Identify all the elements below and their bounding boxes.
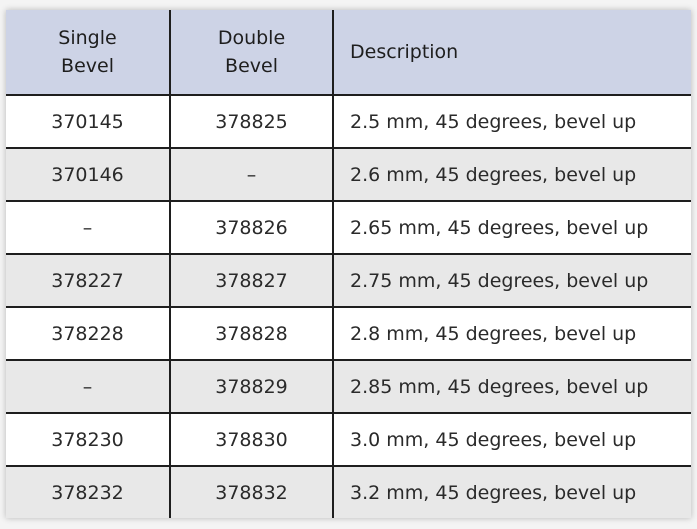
double-bevel-cell: 378829 [169,359,334,414]
single-bevel-cell: 378227 [6,253,171,308]
single-bevel-cell: – [6,359,171,414]
single-bevel-cell: 370146 [6,147,171,202]
table-row: 378230 378830 3.0 mm, 45 degrees, bevel up [6,412,691,467]
description-cell: 2.5 mm, 45 degrees, bevel up [332,94,691,149]
single-bevel-cell: 378230 [6,412,171,467]
single-bevel-cell: 370145 [6,94,171,149]
table-row: 378227 378827 2.75 mm, 45 degrees, bevel u… [6,253,691,308]
description-cell: 2.8 mm, 45 degrees, bevel up [332,306,691,361]
description-cell: 2.65 mm, 45 degrees, bevel up [332,200,691,255]
bevel-table-container: Single Bevel Double Bevel Description 3701… [6,10,691,518]
table-row: 378232 378832 3.2 mm, 45 degrees, bevel up [6,465,691,518]
double-bevel-cell: – [169,147,334,202]
double-bevel-cell: 378825 [169,94,334,149]
description-cell: 3.0 mm, 45 degrees, bevel up [332,412,691,467]
table-row: 370146–2.6 mm, 45 degrees, bevel up [6,147,691,202]
description-cell: 2.75 mm, 45 degrees, bevel up [332,253,691,308]
header-single-bevel: Single Bevel [6,10,171,96]
double-bevel-cell: 378827 [169,253,334,308]
description-cell: 2.6 mm, 45 degrees, bevel up [332,147,691,202]
bevel-table: Single Bevel Double Bevel Description 3701… [6,10,691,518]
header-description: Description [332,10,691,96]
double-bevel-cell: 378826 [169,200,334,255]
table-row: –378829 2.85 mm, 45 degrees, bevel up [6,359,691,414]
double-bevel-cell: 378830 [169,412,334,467]
table-row: –378826 2.65 mm, 45 degrees, bevel up [6,200,691,255]
header-double-bevel: Double Bevel [169,10,334,96]
single-bevel-cell: 378228 [6,306,171,361]
double-bevel-cell: 378828 [169,306,334,361]
table-header-row: Single Bevel Double Bevel Description [6,10,691,96]
description-cell: 3.2 mm, 45 degrees, bevel up [332,465,691,518]
single-bevel-cell: – [6,200,171,255]
table-row: 378228 378828 2.8 mm, 45 degrees, bevel up [6,306,691,361]
table-row: 370145 378825 2.5 mm, 45 degrees, bevel up [6,94,691,149]
description-cell: 2.85 mm, 45 degrees, bevel up [332,359,691,414]
double-bevel-cell: 378832 [169,465,334,518]
single-bevel-cell: 378232 [6,465,171,518]
